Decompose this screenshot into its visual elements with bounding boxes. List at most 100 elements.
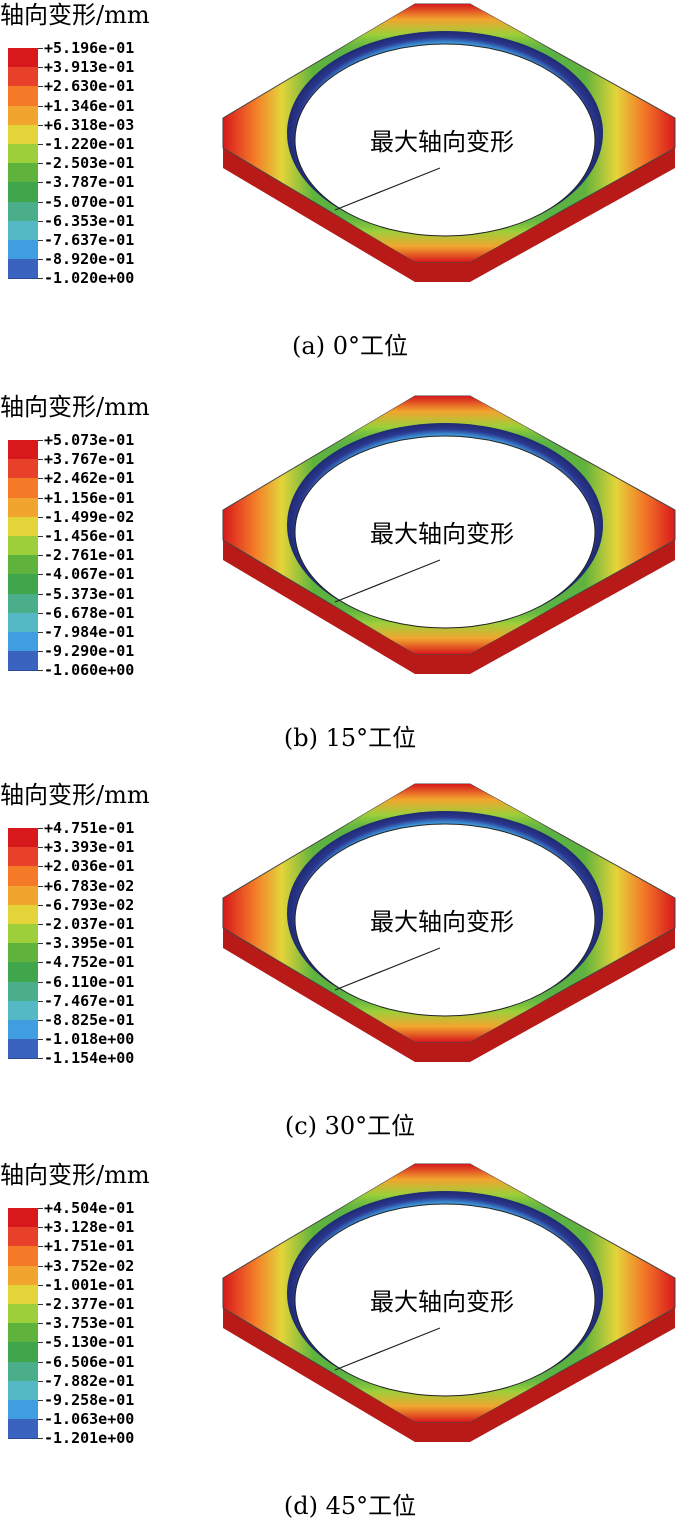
color-swatch <box>8 1265 38 1286</box>
tick-label: -2.037e-01 <box>44 915 135 933</box>
ring-side-face <box>223 1308 675 1442</box>
tick-mark <box>38 86 43 88</box>
legend-title: 轴向变形/mm <box>0 393 150 421</box>
tick-label: +5.196e-01 <box>44 39 135 57</box>
color-swatch <box>8 144 38 165</box>
ring-side-face <box>223 928 675 1062</box>
color-swatch <box>8 1039 38 1060</box>
tick-label: -8.920e-01 <box>44 250 135 269</box>
tick-label: -8.825e-01 <box>44 1011 135 1029</box>
max-deformation-label: 最大轴向变形 <box>370 1288 514 1316</box>
color-swatch <box>8 124 38 145</box>
tick-mark <box>38 904 43 906</box>
color-swatch <box>8 105 38 126</box>
color-swatch <box>8 1323 38 1344</box>
panel-c: 轴向变形/mm +4.751e-01 +3.393e-01 +2.036e-01 +6.… <box>0 780 700 1156</box>
color-swatch <box>8 632 38 653</box>
color-bar <box>8 440 38 672</box>
deformation-plot: 最大轴向变形 <box>222 395 676 674</box>
tick-label: +2.462e-01 <box>44 469 135 488</box>
tick-label: +4.504e-01 <box>44 1199 135 1217</box>
tick-mark <box>38 555 43 557</box>
tick-label: -1.201e+00 <box>44 1429 135 1448</box>
color-swatch <box>8 574 38 595</box>
tick-label: -9.290e-01 <box>44 642 135 661</box>
deformation-plot: 最大轴向变形 <box>222 3 676 282</box>
color-swatch <box>8 497 38 518</box>
tick-mark <box>38 1284 43 1286</box>
tick-label: +3.752e-02 <box>44 1256 135 1275</box>
tick-label: -2.761e-01 <box>44 546 135 565</box>
color-swatch <box>8 828 38 849</box>
tick-mark <box>38 259 43 261</box>
color-swatch <box>8 1380 38 1401</box>
tick-label: +6.318e-03 <box>44 115 135 134</box>
tick-label: -1.001e-01 <box>44 1275 135 1294</box>
panel-caption: (a) 0°工位 <box>292 332 408 360</box>
ring-side-face <box>223 540 675 674</box>
tick-mark <box>38 1058 43 1060</box>
color-swatch <box>8 1284 38 1305</box>
ring-side-face <box>223 148 675 282</box>
tick-label: +3.393e-01 <box>44 838 135 857</box>
tick-label: +3.128e-01 <box>44 1218 135 1237</box>
tick-mark <box>38 962 43 964</box>
panel-caption: (b) 15°工位 <box>283 724 417 752</box>
max-deformation-label: 最大轴向变形 <box>370 128 514 156</box>
tick-mark <box>38 105 43 107</box>
tick-label: -1.063e+00 <box>44 1410 135 1429</box>
tick-mark <box>38 144 43 145</box>
color-swatch <box>8 555 38 576</box>
color-swatch <box>8 440 38 461</box>
color-swatch <box>8 1000 38 1021</box>
color-swatch <box>8 651 38 672</box>
tick-mark <box>38 1304 43 1305</box>
tick-mark <box>38 163 43 165</box>
annotation-leader-line <box>334 1327 441 1371</box>
ring-bore <box>294 43 596 237</box>
ring-bore <box>294 823 596 1017</box>
tick-label: -1.154e+00 <box>44 1049 135 1068</box>
color-swatch <box>8 459 38 480</box>
tick-label: -1.456e-01 <box>44 527 135 545</box>
tick-mark <box>38 1265 43 1267</box>
color-swatch <box>8 201 38 222</box>
tick-label: +3.767e-01 <box>44 450 135 469</box>
tick-label: +2.036e-01 <box>44 857 135 876</box>
color-swatch <box>8 593 38 614</box>
tick-label: -3.395e-01 <box>44 934 135 953</box>
tick-mark <box>38 536 43 537</box>
color-swatch <box>8 182 38 203</box>
color-swatch <box>8 924 38 945</box>
tick-mark <box>38 240 43 241</box>
color-swatch <box>8 1419 38 1440</box>
color-bar <box>8 828 38 1060</box>
tick-mark <box>38 182 43 184</box>
color-swatch <box>8 478 38 499</box>
tick-label: -6.506e-01 <box>44 1352 135 1371</box>
tick-label: -5.070e-01 <box>44 192 135 211</box>
color-swatch <box>8 981 38 1002</box>
color-swatch <box>8 1361 38 1382</box>
tick-mark <box>38 943 43 945</box>
tick-label: -6.678e-01 <box>44 603 135 622</box>
panel-caption: (d) 45°工位 <box>283 1492 417 1520</box>
tick-label: -6.793e-02 <box>44 895 135 914</box>
tick-label: -1.018e+00 <box>44 1030 135 1049</box>
tick-mark <box>38 201 43 203</box>
color-swatch <box>8 866 38 887</box>
tick-mark <box>38 1039 43 1041</box>
tick-label: +4.751e-01 <box>44 819 135 837</box>
tick-mark <box>38 632 43 633</box>
tick-mark <box>38 1419 43 1421</box>
legend-title: 轴向变形/mm <box>0 781 150 809</box>
tick-mark <box>38 478 43 480</box>
tick-mark <box>38 48 43 49</box>
tick-mark <box>38 1227 43 1229</box>
deformation-plot: 最大轴向变形 <box>222 783 676 1062</box>
tick-label: -2.377e-01 <box>44 1295 135 1313</box>
tick-label: +1.751e-01 <box>44 1237 135 1256</box>
tick-label: -7.467e-01 <box>44 991 135 1010</box>
color-swatch <box>8 1020 38 1041</box>
tick-mark <box>38 516 43 518</box>
